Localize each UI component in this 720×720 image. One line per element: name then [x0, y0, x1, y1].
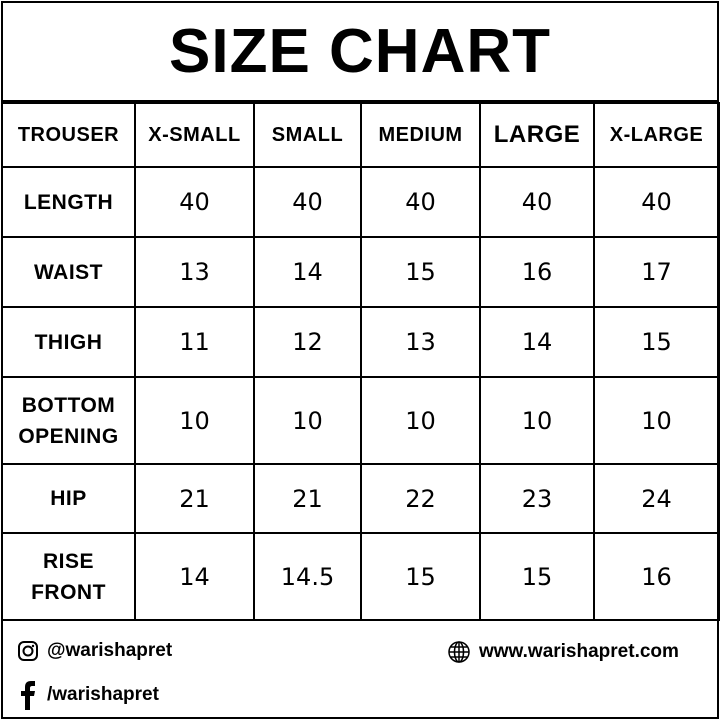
row-label: RISE FRONT: [3, 532, 136, 621]
instagram-icon: [18, 641, 38, 661]
measurement-cell: 13: [134, 236, 255, 308]
measurement-cell: 10: [479, 376, 595, 465]
measurement-cell: 23: [479, 463, 595, 534]
measurement-cell: 10: [360, 376, 481, 465]
column-header-size: MEDIUM: [360, 102, 481, 168]
measurement-cell: 15: [479, 532, 595, 621]
footer: @warishapret /warishapret www.warishapre…: [3, 620, 717, 719]
column-header-size: X-LARGE: [593, 102, 720, 168]
instagram-handle[interactable]: @warishapret: [17, 640, 172, 662]
column-header-size: LARGE: [479, 102, 595, 168]
measurement-cell: 10: [134, 376, 255, 465]
measurement-cell: 14: [253, 236, 362, 308]
measurement-cell: 13: [360, 306, 481, 378]
measurement-cell: 22: [360, 463, 481, 534]
measurement-cell: 40: [253, 166, 362, 238]
measurement-cell: 16: [479, 236, 595, 308]
measurement-cell: 15: [360, 532, 481, 621]
measurement-cell: 16: [593, 532, 720, 621]
page-title: SIZE CHART: [3, 3, 717, 102]
column-header-size: SMALL: [253, 102, 362, 168]
measurement-cell: 15: [593, 306, 720, 378]
website-link[interactable]: www.warishapret.com: [447, 640, 679, 664]
facebook-handle[interactable]: /warishapret: [19, 680, 159, 710]
table-row: WAIST 13 14 15 16 17: [3, 236, 720, 308]
measurement-cell: 21: [253, 463, 362, 534]
column-header-trouser: TROUSER: [3, 102, 136, 168]
row-label: HIP: [3, 463, 136, 534]
measurement-cell: 40: [479, 166, 595, 238]
measurement-cell: 11: [134, 306, 255, 378]
row-label: LENGTH: [3, 166, 136, 238]
row-label: THIGH: [3, 306, 136, 378]
table-row: BOTTOM OPENING 10 10 10 10 10: [3, 376, 720, 465]
measurement-cell: 40: [134, 166, 255, 238]
measurement-cell: 10: [253, 376, 362, 465]
measurement-cell: 17: [593, 236, 720, 308]
measurement-cell: 12: [253, 306, 362, 378]
globe-icon: [448, 641, 470, 663]
size-table: TROUSER X-SMALL SMALL MEDIUM LARGE X-LARGE LEN…: [3, 102, 720, 621]
table-row: HIP 21 21 22 23 24: [3, 463, 720, 534]
measurement-cell: 14.5: [253, 532, 362, 621]
table-row: RISE FRONT 14 14.5 15 15 16: [3, 532, 720, 621]
measurement-cell: 14: [479, 306, 595, 378]
measurement-cell: 10: [593, 376, 720, 465]
column-header-size: X-SMALL: [134, 102, 255, 168]
measurement-cell: 15: [360, 236, 481, 308]
measurement-cell: 40: [593, 166, 720, 238]
measurement-cell: 21: [134, 463, 255, 534]
instagram-text: @warishapret: [47, 640, 173, 661]
header-row: TROUSER X-SMALL SMALL MEDIUM LARGE X-LARGE: [3, 102, 720, 168]
row-label: WAIST: [3, 236, 136, 308]
measurement-cell: 24: [593, 463, 720, 534]
measurement-cell: 14: [134, 532, 255, 621]
facebook-text: /warishapret: [47, 684, 159, 705]
table-row: LENGTH 40 40 40 40 40: [3, 166, 720, 238]
table-row: THIGH 11 12 13 14 15: [3, 306, 720, 378]
facebook-icon: [21, 681, 35, 710]
measurement-cell: 40: [360, 166, 481, 238]
website-text: www.warishapret.com: [479, 641, 679, 662]
row-label: BOTTOM OPENING: [3, 376, 136, 465]
